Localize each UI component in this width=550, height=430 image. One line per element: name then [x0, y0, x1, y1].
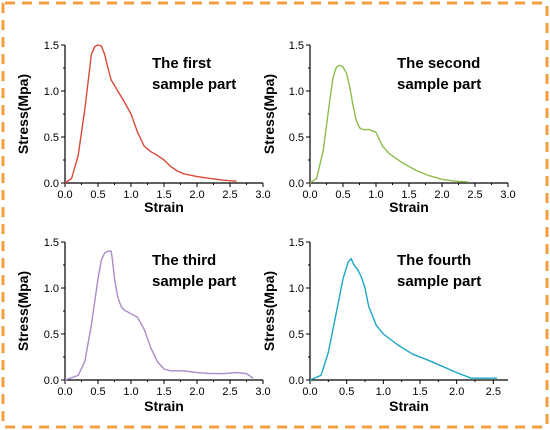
x-tick-label: 2.5	[222, 189, 237, 201]
y-tick-label: 1.5	[44, 237, 59, 249]
x-tick-label: 1.5	[401, 189, 416, 201]
stress-strain-line	[309, 64, 469, 184]
panel-annotation: The third	[152, 252, 216, 269]
panel-annotation: sample part	[152, 76, 236, 93]
chart-panel-3: 0.0 0.5 1.0 1.5 2.0 2.5 3.00.00.51.01.5StrainS…	[15, 237, 271, 414]
y-axis-title: Stress(Mpa)	[15, 74, 31, 154]
y-tick-label: 0.5	[289, 132, 304, 144]
y-tick-label: 1.0	[44, 86, 59, 98]
x-tick-label: 2.5	[467, 189, 482, 201]
panel-annotation: The first	[152, 55, 211, 72]
y-tick-label: 1.5	[289, 40, 304, 52]
y-axis-title: Stress(Mpa)	[261, 74, 277, 154]
x-tick-label: 3.0	[500, 189, 515, 201]
panel-annotation: sample part	[397, 76, 481, 93]
panel-annotation: The second	[397, 55, 480, 72]
x-tick-label: 0.5	[339, 386, 354, 398]
x-tick-label: 1.0	[368, 189, 383, 201]
x-tick-label: 0.0	[57, 189, 72, 201]
stress-strain-line	[309, 257, 497, 381]
x-tick-label: 1.5	[156, 189, 171, 201]
y-axis-title: Stress(Mpa)	[261, 271, 277, 351]
y-tick-label: 0.5	[44, 329, 59, 341]
y-tick-label: 0.0	[289, 178, 304, 190]
y-tick-label: 1.5	[289, 237, 304, 249]
stress-strain-line	[64, 250, 254, 381]
x-tick-label: 0.0	[302, 386, 317, 398]
x-tick-label: 1.0	[376, 386, 391, 398]
x-tick-label: 1.5	[156, 386, 171, 398]
x-tick-label: 2.5	[222, 386, 237, 398]
x-tick-label: 1.0	[123, 189, 138, 201]
stress-strain-line	[64, 44, 237, 184]
x-tick-label: 0.0	[57, 386, 72, 398]
x-tick-label: 1.5	[412, 386, 427, 398]
y-tick-label: 1.0	[44, 283, 59, 295]
x-tick-label: 0.0	[302, 189, 317, 201]
x-tick-label: 2.0	[189, 189, 204, 201]
y-tick-label: 0.0	[289, 375, 304, 387]
x-axis-title: Strain	[144, 398, 184, 414]
x-tick-label: 1.0	[123, 386, 138, 398]
chart-panel-4: 0.0 0.5 1.0 1.5 2.0 2.50.00.51.01.5StrainStre…	[261, 237, 508, 414]
y-tick-label: 0.0	[44, 178, 59, 190]
x-axis-title: Strain	[389, 199, 429, 215]
panels: 0.0 0.5 1.0 1.5 2.0 2.5 3.00.00.51.01.5StrainS…	[15, 40, 516, 414]
y-tick-label: 1.0	[289, 283, 304, 295]
y-tick-label: 1.0	[289, 86, 304, 98]
chart-panel-2: 0.0 0.5 1.0 1.5 2.0 2.5 3.00.00.51.01.5StrainS…	[261, 40, 516, 215]
x-tick-label: 0.5	[90, 386, 105, 398]
x-tick-label: 2.0	[449, 386, 464, 398]
x-tick-label: 0.5	[90, 189, 105, 201]
x-tick-label: 0.5	[335, 189, 350, 201]
x-axis-title: Strain	[144, 199, 184, 215]
y-tick-label: 0.0	[44, 375, 59, 387]
y-tick-label: 0.5	[44, 132, 59, 144]
panel-annotation: sample part	[152, 273, 236, 290]
y-tick-label: 0.5	[289, 329, 304, 341]
y-axis-title: Stress(Mpa)	[15, 271, 31, 351]
panel-annotation: sample part	[397, 273, 481, 290]
x-axis-title: Strain	[389, 398, 429, 414]
chart-panel-1: 0.0 0.5 1.0 1.5 2.0 2.5 3.00.00.51.01.5StrainS…	[15, 40, 271, 215]
x-tick-label: 2.0	[189, 386, 204, 398]
x-tick-label: 2.0	[434, 189, 449, 201]
x-tick-label: 2.5	[486, 386, 501, 398]
x-tick-label: 3.0	[255, 189, 270, 201]
x-tick-label: 3.0	[255, 386, 270, 398]
y-tick-label: 1.5	[44, 40, 59, 52]
panel-annotation: The fourth	[397, 252, 471, 269]
